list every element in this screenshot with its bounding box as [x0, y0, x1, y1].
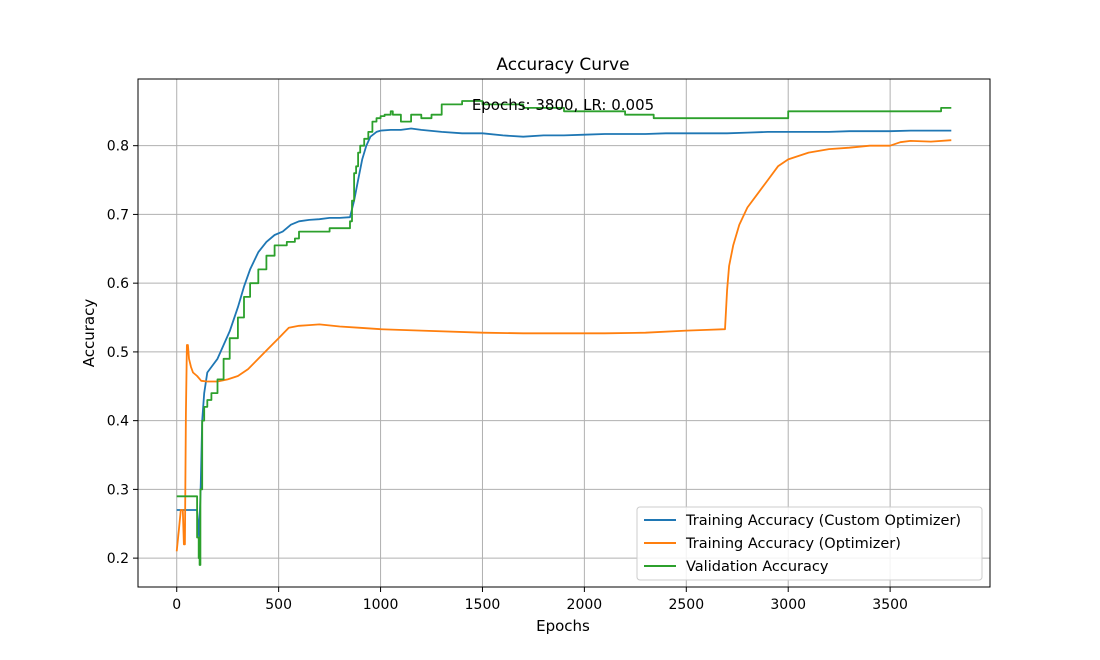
y-tick-label: 0.8	[107, 139, 129, 155]
y-tick-label: 0.7	[107, 207, 129, 223]
plot-lines	[175, 100, 952, 566]
series-line-validation	[176, 100, 952, 566]
x-tick-label: 2000	[567, 597, 603, 613]
series-line-custom-optimizer	[176, 127, 952, 539]
series-line-optimizer	[175, 139, 952, 552]
legend-label-validation: Validation Accuracy	[686, 559, 829, 575]
y-tick-label: 0.2	[107, 551, 129, 567]
legend-label-optimizer: Training Accuracy (Optimizer)	[685, 536, 901, 552]
legend-label-custom-optimizer: Training Accuracy (Custom Optimizer)	[685, 513, 961, 529]
y-axis-label: Accuracy	[80, 299, 98, 368]
y-tick-label: 0.3	[107, 482, 129, 498]
grid	[138, 79, 990, 587]
x-tick-label: 0	[172, 597, 181, 613]
axis-ticks: 0 500 1000 1500 2000 2500 3000 3500 0.2 0.3 0.4 0.5…	[107, 139, 908, 613]
x-tick-label: 1500	[465, 597, 501, 613]
y-tick-label: 0.5	[107, 345, 129, 361]
plot-frame	[137, 78, 991, 588]
y-tick-label: 0.4	[107, 414, 129, 430]
x-tick-label: 500	[265, 597, 292, 613]
legend: Training Accuracy (Custom Optimizer) Tra…	[636, 506, 983, 581]
legend-box	[636, 506, 983, 581]
x-tick-label: 3500	[872, 597, 908, 613]
x-axis-label: Epochs	[536, 617, 590, 635]
chart-title: Accuracy Curve	[496, 55, 629, 75]
x-tick-label: 2500	[668, 597, 704, 613]
x-tick-label: 3000	[770, 597, 806, 613]
y-tick-label: 0.6	[107, 276, 129, 292]
x-tick-label: 1000	[363, 597, 399, 613]
chart-annotation: Epochs: 3800, LR: 0.005	[472, 96, 654, 114]
